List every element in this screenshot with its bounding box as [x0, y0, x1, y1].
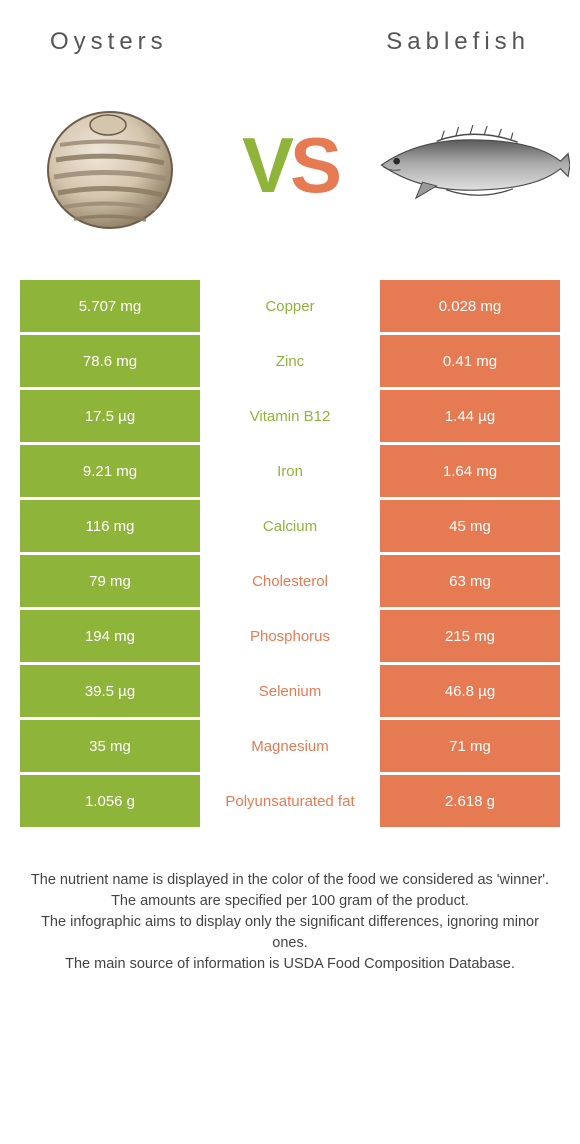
oyster-illustration	[10, 80, 210, 250]
value-left: 116 mg	[20, 500, 200, 552]
vs-label: VS	[242, 126, 338, 204]
table-row: 5.707 mgCopper0.028 mg	[20, 280, 560, 332]
footnote-line: The infographic aims to display only the…	[30, 912, 550, 954]
table-row: 116 mgCalcium45 mg	[20, 500, 560, 552]
footnote-line: The amounts are specified per 100 gram o…	[30, 891, 550, 912]
title-left: Oysters	[50, 28, 168, 56]
nutrient-table: 5.707 mgCopper0.028 mg78.6 mgZinc0.41 mg…	[0, 280, 580, 827]
value-right: 0.028 mg	[380, 280, 560, 332]
nutrient-label: Copper	[200, 280, 380, 332]
value-left: 194 mg	[20, 610, 200, 662]
value-right: 215 mg	[380, 610, 560, 662]
nutrient-label: Iron	[200, 445, 380, 497]
footnote-line: The main source of information is USDA F…	[30, 954, 550, 975]
table-row: 9.21 mgIron1.64 mg	[20, 445, 560, 497]
value-right: 0.41 mg	[380, 335, 560, 387]
value-right: 1.64 mg	[380, 445, 560, 497]
value-right: 1.44 µg	[380, 390, 560, 442]
nutrient-label: Vitamin B12	[200, 390, 380, 442]
value-left: 1.056 g	[20, 775, 200, 827]
hero-section: VS	[0, 70, 580, 280]
footnote-line: The nutrient name is displayed in the co…	[30, 870, 550, 891]
table-row: 17.5 µgVitamin B121.44 µg	[20, 390, 560, 442]
value-right: 46.8 µg	[380, 665, 560, 717]
nutrient-label: Calcium	[200, 500, 380, 552]
header-titles: Oysters Sablefish	[0, 0, 580, 70]
table-row: 35 mgMagnesium71 mg	[20, 720, 560, 772]
nutrient-label: Magnesium	[200, 720, 380, 772]
nutrient-label: Cholesterol	[200, 555, 380, 607]
value-right: 63 mg	[380, 555, 560, 607]
value-left: 35 mg	[20, 720, 200, 772]
table-row: 194 mgPhosphorus215 mg	[20, 610, 560, 662]
value-left: 9.21 mg	[20, 445, 200, 497]
table-row: 39.5 µgSelenium46.8 µg	[20, 665, 560, 717]
sablefish-illustration	[370, 80, 570, 250]
value-left: 17.5 µg	[20, 390, 200, 442]
footnotes: The nutrient name is displayed in the co…	[0, 830, 580, 975]
table-row: 1.056 gPolyunsaturated fat2.618 g	[20, 775, 560, 827]
value-left: 78.6 mg	[20, 335, 200, 387]
value-left: 5.707 mg	[20, 280, 200, 332]
value-right: 71 mg	[380, 720, 560, 772]
nutrient-label: Selenium	[200, 665, 380, 717]
table-row: 78.6 mgZinc0.41 mg	[20, 335, 560, 387]
table-row: 79 mgCholesterol63 mg	[20, 555, 560, 607]
title-right: Sablefish	[386, 28, 530, 56]
value-left: 39.5 µg	[20, 665, 200, 717]
nutrient-label: Polyunsaturated fat	[200, 775, 380, 827]
value-left: 79 mg	[20, 555, 200, 607]
nutrient-label: Phosphorus	[200, 610, 380, 662]
value-right: 45 mg	[380, 500, 560, 552]
nutrient-label: Zinc	[200, 335, 380, 387]
value-right: 2.618 g	[380, 775, 560, 827]
